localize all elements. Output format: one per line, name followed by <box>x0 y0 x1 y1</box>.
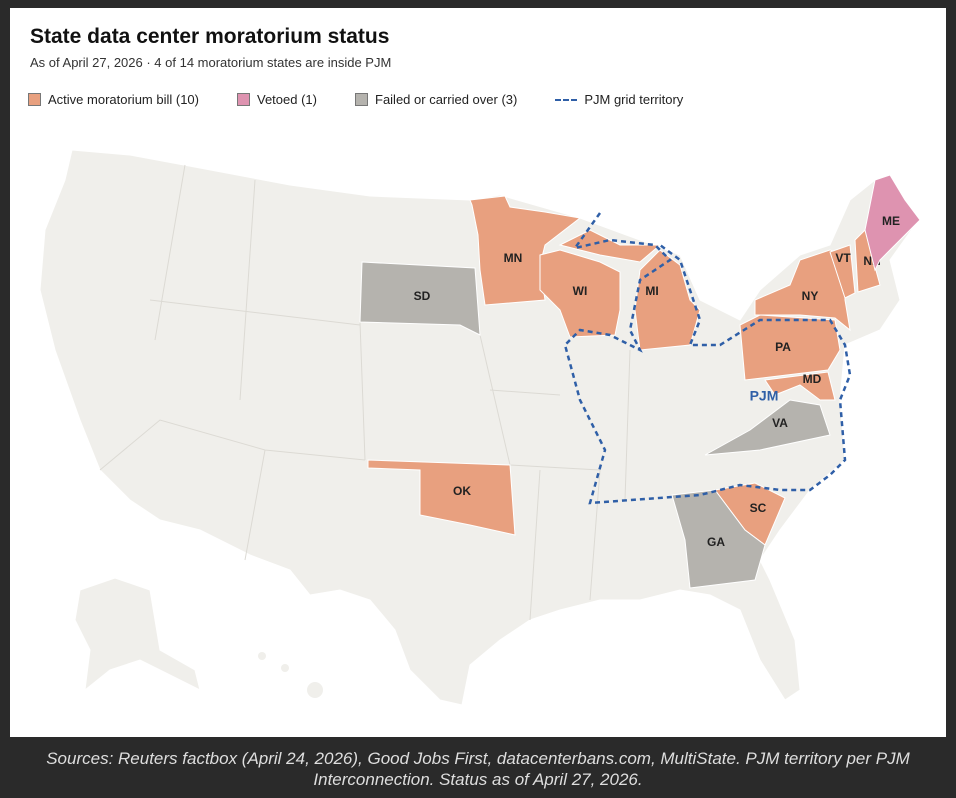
title: State data center moratorium status <box>30 25 390 48</box>
state-label: NY <box>802 289 819 303</box>
hawaii <box>258 652 266 660</box>
state <box>671 489 766 589</box>
legend-label: Failed or carried over (3) <box>375 92 518 107</box>
state-label: OK <box>453 484 471 498</box>
legend-swatch <box>237 93 250 106</box>
state <box>634 249 701 351</box>
state <box>704 399 831 456</box>
state-label: WI <box>573 284 588 298</box>
state <box>754 249 851 332</box>
state-label: VT <box>835 251 851 265</box>
subtitle: As of April 27, 2026 · 4 of 14 moratoriu… <box>30 55 392 70</box>
pjm-boundary <box>563 212 852 505</box>
legend-label: Active moratorium bill (10) <box>48 92 199 107</box>
state <box>359 261 481 336</box>
legend-swatch <box>355 93 368 106</box>
state-label: VA <box>772 416 788 430</box>
hawaii <box>307 682 323 698</box>
legend-item: Active moratorium bill (10) <box>28 92 199 107</box>
legend-item: PJM grid territory <box>555 92 683 107</box>
pjm-label: PJM <box>750 388 779 404</box>
state <box>864 174 921 272</box>
state <box>739 314 841 381</box>
legend-item: Failed or carried over (3) <box>355 92 517 107</box>
legend-label: PJM grid territory <box>584 92 684 107</box>
state <box>367 459 516 536</box>
legend-swatch <box>555 98 578 101</box>
state-label: MI <box>645 284 658 298</box>
legend-swatch <box>28 93 41 106</box>
state <box>829 244 856 299</box>
legend-item: Vetoed (1) <box>237 92 317 107</box>
state <box>558 229 662 263</box>
caption: Sources: Reuters factbox (April 24, 2026… <box>46 749 910 789</box>
state-label: GA <box>707 535 725 549</box>
state-label: ME <box>882 214 900 228</box>
panel: MN WI MI NY VT NH PA MD OK SC ME SD VA GA PJM State d… <box>10 8 946 737</box>
state-borders <box>99 164 631 621</box>
state <box>854 229 881 293</box>
state <box>539 249 621 338</box>
state-label: SD <box>414 289 431 303</box>
state-label: PA <box>775 340 791 354</box>
state-label: MD <box>803 372 822 386</box>
legend-label: Vetoed (1) <box>257 92 317 107</box>
alaska <box>74 577 201 692</box>
state-label: SC <box>750 501 767 515</box>
state <box>764 371 836 401</box>
hawaii <box>281 664 289 672</box>
legend: Active moratorium bill (10) Vetoed (1) Fai… <box>28 92 721 107</box>
state-label: MN <box>504 251 523 265</box>
